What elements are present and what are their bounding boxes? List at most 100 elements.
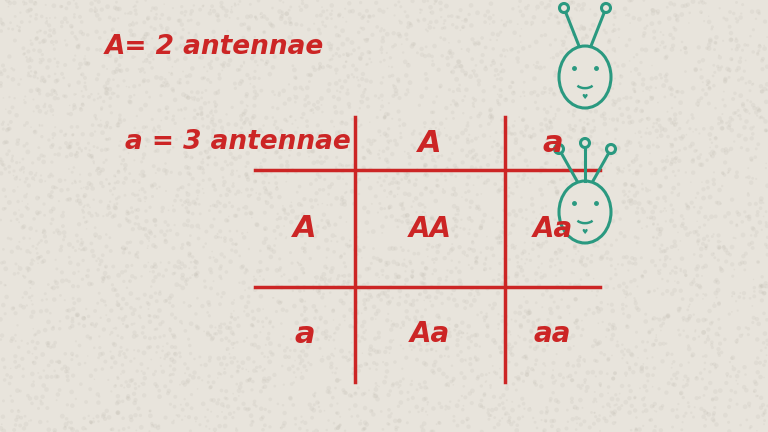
Point — [646, 403, 658, 410]
Point — [68, 57, 80, 64]
Point — [447, 88, 459, 95]
Point — [157, 347, 169, 354]
Point — [260, 188, 272, 195]
Point — [323, 385, 335, 392]
Point — [506, 351, 518, 358]
Point — [670, 88, 683, 95]
Point — [308, 102, 320, 108]
Point — [248, 359, 260, 365]
Point — [225, 6, 237, 13]
Point — [609, 370, 621, 377]
Point — [432, 280, 445, 287]
Point — [761, 251, 768, 258]
Point — [134, 198, 147, 205]
Point — [710, 199, 723, 206]
Point — [592, 243, 604, 250]
Point — [659, 257, 671, 264]
Point — [139, 102, 151, 108]
Point — [752, 105, 764, 112]
Point — [670, 120, 683, 127]
Point — [657, 358, 669, 365]
Point — [91, 46, 103, 53]
Point — [65, 22, 78, 29]
Point — [510, 242, 522, 249]
Point — [174, 184, 187, 191]
Point — [80, 145, 92, 152]
Point — [725, 30, 737, 37]
Point — [595, 146, 607, 153]
Point — [58, 92, 70, 99]
Point — [673, 167, 685, 174]
Point — [383, 204, 396, 211]
Point — [652, 221, 664, 228]
Point — [130, 206, 142, 213]
Point — [614, 230, 627, 237]
Point — [304, 135, 316, 142]
Point — [621, 284, 633, 291]
Point — [721, 373, 733, 380]
Point — [149, 15, 161, 22]
Point — [442, 295, 455, 302]
Point — [677, 3, 689, 10]
Point — [730, 67, 743, 74]
Point — [303, 148, 315, 155]
Point — [343, 8, 356, 15]
Point — [402, 168, 414, 175]
Point — [660, 77, 673, 84]
Point — [495, 235, 507, 241]
Point — [75, 148, 88, 155]
Point — [685, 409, 697, 416]
Point — [561, 50, 574, 57]
Point — [632, 306, 644, 313]
Point — [157, 318, 169, 325]
Point — [601, 255, 614, 262]
Point — [525, 257, 537, 264]
Point — [286, 29, 298, 36]
Point — [636, 225, 648, 232]
Point — [626, 118, 638, 125]
Point — [223, 213, 235, 220]
Point — [472, 291, 485, 298]
Point — [552, 106, 564, 113]
Point — [204, 384, 217, 391]
Point — [604, 413, 617, 419]
Point — [316, 276, 328, 283]
Point — [456, 130, 468, 137]
Point — [743, 403, 756, 410]
Point — [697, 57, 709, 64]
Point — [543, 321, 555, 328]
Point — [167, 417, 180, 424]
Point — [28, 257, 41, 264]
Point — [734, 14, 746, 21]
Point — [88, 158, 100, 165]
Point — [197, 244, 210, 251]
Point — [12, 413, 24, 420]
Point — [134, 171, 146, 178]
Point — [400, 276, 412, 283]
Point — [720, 75, 732, 82]
Point — [208, 122, 220, 129]
Point — [760, 358, 768, 365]
Point — [145, 293, 157, 300]
Point — [325, 44, 337, 51]
Point — [670, 269, 682, 276]
Point — [571, 187, 584, 194]
Point — [433, 419, 445, 426]
Point — [429, 163, 442, 170]
Point — [666, 141, 678, 148]
Point — [335, 254, 347, 260]
Point — [456, 17, 468, 24]
Point — [607, 21, 620, 28]
Point — [564, 230, 577, 237]
Point — [472, 373, 485, 380]
Point — [425, 126, 437, 133]
Point — [278, 419, 290, 426]
Point — [406, 0, 419, 4]
Point — [726, 308, 738, 315]
Point — [697, 86, 709, 93]
Point — [636, 46, 648, 53]
Point — [174, 401, 187, 408]
Point — [372, 393, 384, 400]
Point — [205, 384, 217, 391]
Point — [659, 205, 671, 212]
